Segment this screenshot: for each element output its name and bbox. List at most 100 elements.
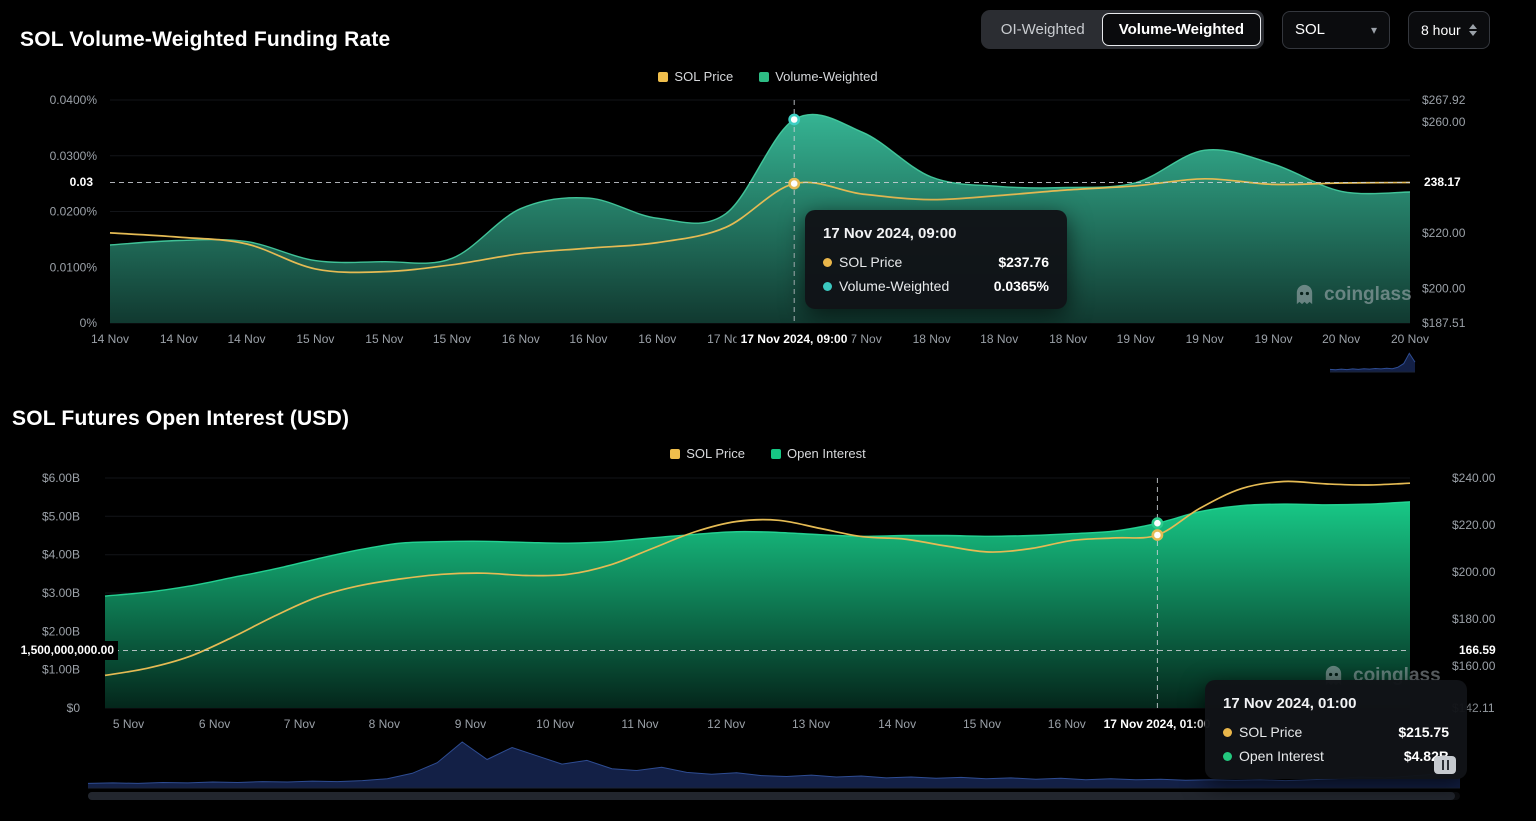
tooltip-series-label: Volume-Weighted [839, 278, 949, 294]
tooltip-date: 17 Nov 2024, 01:00 [1223, 695, 1449, 712]
series-dot-icon [1223, 752, 1232, 761]
funding-axis-marker-right: 238.17 [1420, 173, 1465, 192]
funding-tooltip: 17 Nov 2024, 09:00 SOL Price $237.76 Vol… [805, 210, 1067, 309]
x-axis-tick-label: 15 Nov [963, 717, 1001, 731]
x-axis-tick-label: 18 Nov [913, 332, 951, 346]
y-axis-tick-label: $5.00B [42, 509, 80, 523]
funding-chart-title: SOL Volume-Weighted Funding Rate [20, 28, 390, 52]
y-axis-tick-label: $187.51 [1422, 316, 1466, 330]
y-axis-tick-label: $267.92 [1422, 93, 1466, 107]
volume-weighted-toggle-button[interactable]: Volume-Weighted [1102, 13, 1261, 46]
x-axis-tick-label: 9 Nov [455, 717, 486, 731]
tooltip-series-value: $237.76 [998, 254, 1049, 270]
x-axis-tick-label: 14 Nov [227, 332, 265, 346]
oi-axis-marker-left: 1,500,000,000.00 [17, 641, 118, 660]
legend-item-sol-price[interactable]: SOL Price [658, 69, 733, 84]
x-axis-tick-label: 20 Nov [1391, 332, 1429, 346]
tooltip-series: SOL Price [1223, 724, 1302, 740]
tooltip-series: SOL Price [823, 254, 902, 270]
y-axis-tick-label: 0.0200% [50, 205, 98, 219]
series-dot-icon [823, 282, 832, 291]
legend-item-open-interest[interactable]: Open Interest [771, 446, 866, 461]
y-axis-tick-label: $220.00 [1422, 226, 1466, 240]
tooltip-series: Volume-Weighted [823, 278, 949, 294]
y-axis-tick-label: 0.0100% [50, 260, 98, 274]
x-axis-tick-label: 20 Nov [1322, 332, 1360, 346]
y-axis-tick-label: $1.00B [42, 663, 80, 677]
y-axis-tick-label: $240.00 [1452, 471, 1496, 485]
y-axis-tick-label: $4.00B [42, 548, 80, 562]
symbol-select-value: SOL [1295, 21, 1325, 38]
tooltip-series-label: SOL Price [839, 254, 902, 270]
x-axis-tick-label: 19 Nov [1186, 332, 1224, 346]
symbol-select[interactable]: SOL ▾ [1282, 11, 1390, 49]
x-axis-tick-label: 13 Nov [792, 717, 830, 731]
y-axis-tick-label: 0.0300% [50, 149, 98, 163]
y-axis-tick-label: $200.00 [1452, 565, 1496, 579]
oi-axis-marker-right: 166.59 [1455, 641, 1500, 660]
y-axis-tick-label: $180.00 [1452, 612, 1496, 626]
legend-swatch-icon [759, 72, 769, 82]
y-axis-tick-label: $260.00 [1422, 115, 1466, 129]
y-axis-tick-label: $6.00B [42, 471, 80, 485]
tooltip-row: SOL Price $215.75 [1223, 724, 1449, 740]
tooltip-series-label: SOL Price [1239, 724, 1302, 740]
legend-label: SOL Price [674, 69, 733, 84]
x-axis-tick-label: 6 Nov [199, 717, 230, 731]
y-axis-tick-label: $3.00B [42, 586, 80, 600]
y-axis-tick-label: 0% [80, 316, 98, 330]
x-axis-tick-label: 14 Nov [878, 717, 916, 731]
y-axis-tick-label: $160.00 [1452, 659, 1496, 673]
series-dot-icon [1223, 728, 1232, 737]
x-axis-tick-label: 14 Nov [160, 332, 198, 346]
scrollbar-thumb[interactable] [88, 792, 1455, 800]
x-axis-tick-label: 15 Nov [296, 332, 334, 346]
x-axis-tick-label: 5 Nov [113, 717, 144, 731]
tooltip-row: SOL Price $237.76 [823, 254, 1049, 270]
open-interest-legend: SOL Price Open Interest [0, 446, 1536, 461]
x-axis-tick-label: 15 Nov [433, 332, 471, 346]
funding-chart-plot-area[interactable] [110, 100, 1410, 323]
tooltip-row: Volume-Weighted 0.0365% [823, 278, 1049, 294]
oi-weighted-toggle-button[interactable]: OI-Weighted [984, 13, 1102, 46]
x-axis-tick-label: 16 Nov [1048, 717, 1086, 731]
interval-select-value: 8 hour [1421, 22, 1461, 38]
legend-label: SOL Price [686, 446, 745, 461]
tooltip-series-value: 0.0365% [994, 278, 1049, 294]
funding-chart-navigator[interactable] [1330, 350, 1415, 373]
x-axis-tick-label: 18 Nov [980, 332, 1018, 346]
open-interest-chart-plot-area[interactable] [105, 478, 1410, 708]
navigator-drag-handle[interactable] [1434, 756, 1456, 774]
x-axis-tick-label: 7 Nov [284, 717, 315, 731]
x-axis-tick-label: 16 Nov [502, 332, 540, 346]
x-axis-tick-label: 16 Nov [638, 332, 676, 346]
tooltip-series-value: $215.75 [1398, 724, 1449, 740]
x-axis-tick-label: 14 Nov [91, 332, 129, 346]
series-dot-icon [823, 258, 832, 267]
legend-label: Open Interest [787, 446, 866, 461]
x-axis-tick-label: 18 Nov [1049, 332, 1087, 346]
tooltip-series-label: Open Interest [1239, 748, 1324, 764]
interval-select[interactable]: 8 hour [1408, 11, 1490, 49]
legend-item-sol-price[interactable]: SOL Price [670, 446, 745, 461]
coinglass-logo-icon [1293, 283, 1316, 306]
x-axis-tick-label: 19 Nov [1117, 332, 1155, 346]
open-interest-chart-title: SOL Futures Open Interest (USD) [12, 407, 349, 431]
y-axis-tick-label: $2.00B [42, 624, 80, 638]
funding-crosshair-date-label: 17 Nov 2024, 09:00 [737, 330, 852, 349]
tooltip-date: 17 Nov 2024, 09:00 [823, 225, 1049, 242]
x-axis-tick-label: 16 Nov [569, 332, 607, 346]
coinglass-watermark: coinglass [1293, 283, 1412, 306]
watermark-text: coinglass [1324, 284, 1412, 306]
chevron-down-icon: ▾ [1371, 23, 1377, 37]
oi-crosshair-date-label: 17 Nov 2024, 01:00 [1100, 715, 1215, 734]
open-interest-tooltip: 17 Nov 2024, 01:00 SOL Price $215.75 Ope… [1205, 680, 1467, 779]
x-axis-tick-label: 12 Nov [707, 717, 745, 731]
y-axis-tick-label: 0.0400% [50, 93, 98, 107]
weighted-toggle: OI-Weighted Volume-Weighted [981, 10, 1264, 49]
y-axis-tick-label: $0 [67, 701, 81, 715]
tooltip-row: Open Interest $4.82B [1223, 748, 1449, 764]
x-axis-tick-label: 8 Nov [369, 717, 400, 731]
legend-item-volume-weighted[interactable]: Volume-Weighted [759, 69, 877, 84]
x-axis-tick-label: 19 Nov [1254, 332, 1292, 346]
